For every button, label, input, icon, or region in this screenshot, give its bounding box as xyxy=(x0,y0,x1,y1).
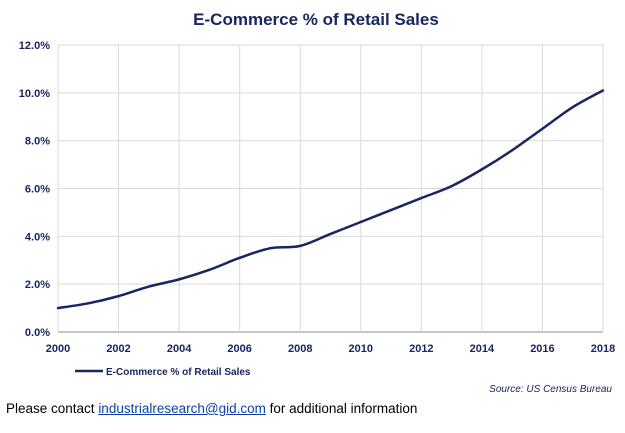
y-axis-ticks: 0.0% 2.0% 4.0% 6.0% 8.0% 10.0% 12.0% xyxy=(19,40,50,339)
legend: E-Commerce % of Retail Sales xyxy=(75,367,251,378)
series-group xyxy=(56,89,605,310)
x-axis-ticks: 2000 2002 2004 2006 2008 2010 2012 2014 2016 2018 xyxy=(46,343,615,355)
y-tick-label: 6.0% xyxy=(25,184,50,196)
data-point xyxy=(510,149,514,152)
x-tick-label: 2016 xyxy=(530,343,554,355)
data-point xyxy=(329,232,332,236)
x-tick-label: 2014 xyxy=(470,343,495,355)
y-tick-label: 2.0% xyxy=(25,279,50,291)
data-point xyxy=(147,285,151,288)
footer-prefix: Please contact xyxy=(6,401,99,416)
data-point xyxy=(601,89,605,92)
x-tick-label: 2004 xyxy=(167,343,192,355)
footer-suffix: for additional information xyxy=(265,401,418,416)
data-point xyxy=(268,247,272,250)
data-point xyxy=(450,184,453,188)
legend-label: E-Commerce % of Retail Sales xyxy=(106,367,251,378)
email-link[interactable]: industrialresearch@gid.com xyxy=(98,401,266,416)
data-point xyxy=(541,127,544,130)
data-point xyxy=(238,256,241,260)
x-tick-label: 2002 xyxy=(106,343,130,355)
source-note: Source: US Census Bureau xyxy=(489,384,612,395)
contact-footer: Please contact industrialresearch@gid.co… xyxy=(6,401,417,416)
data-point xyxy=(359,220,362,224)
y-tick-label: 8.0% xyxy=(25,136,50,148)
x-tick-label: 2000 xyxy=(46,343,70,355)
y-tick-label: 10.0% xyxy=(19,88,50,100)
y-tick-label: 0.0% xyxy=(25,327,50,339)
data-point xyxy=(56,306,60,310)
x-tick-label: 2012 xyxy=(409,343,433,355)
data-point xyxy=(420,196,423,200)
data-point xyxy=(480,168,484,171)
data-point xyxy=(87,302,90,305)
line-chart: E-Commerce % of Retail Sales 0.0% 2.0% 4.0… xyxy=(19,10,615,395)
gridlines xyxy=(57,44,604,333)
data-point xyxy=(571,105,574,109)
y-tick-label: 12.0% xyxy=(19,40,50,52)
chart-title: E-Commerce % of Retail Sales xyxy=(193,10,439,29)
series-line xyxy=(57,89,604,310)
data-point xyxy=(117,294,120,298)
data-point xyxy=(389,208,393,212)
y-tick-label: 4.0% xyxy=(25,231,50,243)
data-point xyxy=(208,268,211,272)
x-tick-label: 2006 xyxy=(227,343,251,355)
x-tick-label: 2018 xyxy=(591,343,615,355)
x-tick-label: 2008 xyxy=(288,343,312,355)
data-point xyxy=(299,244,302,248)
x-tick-label: 2010 xyxy=(349,343,373,355)
data-point xyxy=(177,278,181,281)
